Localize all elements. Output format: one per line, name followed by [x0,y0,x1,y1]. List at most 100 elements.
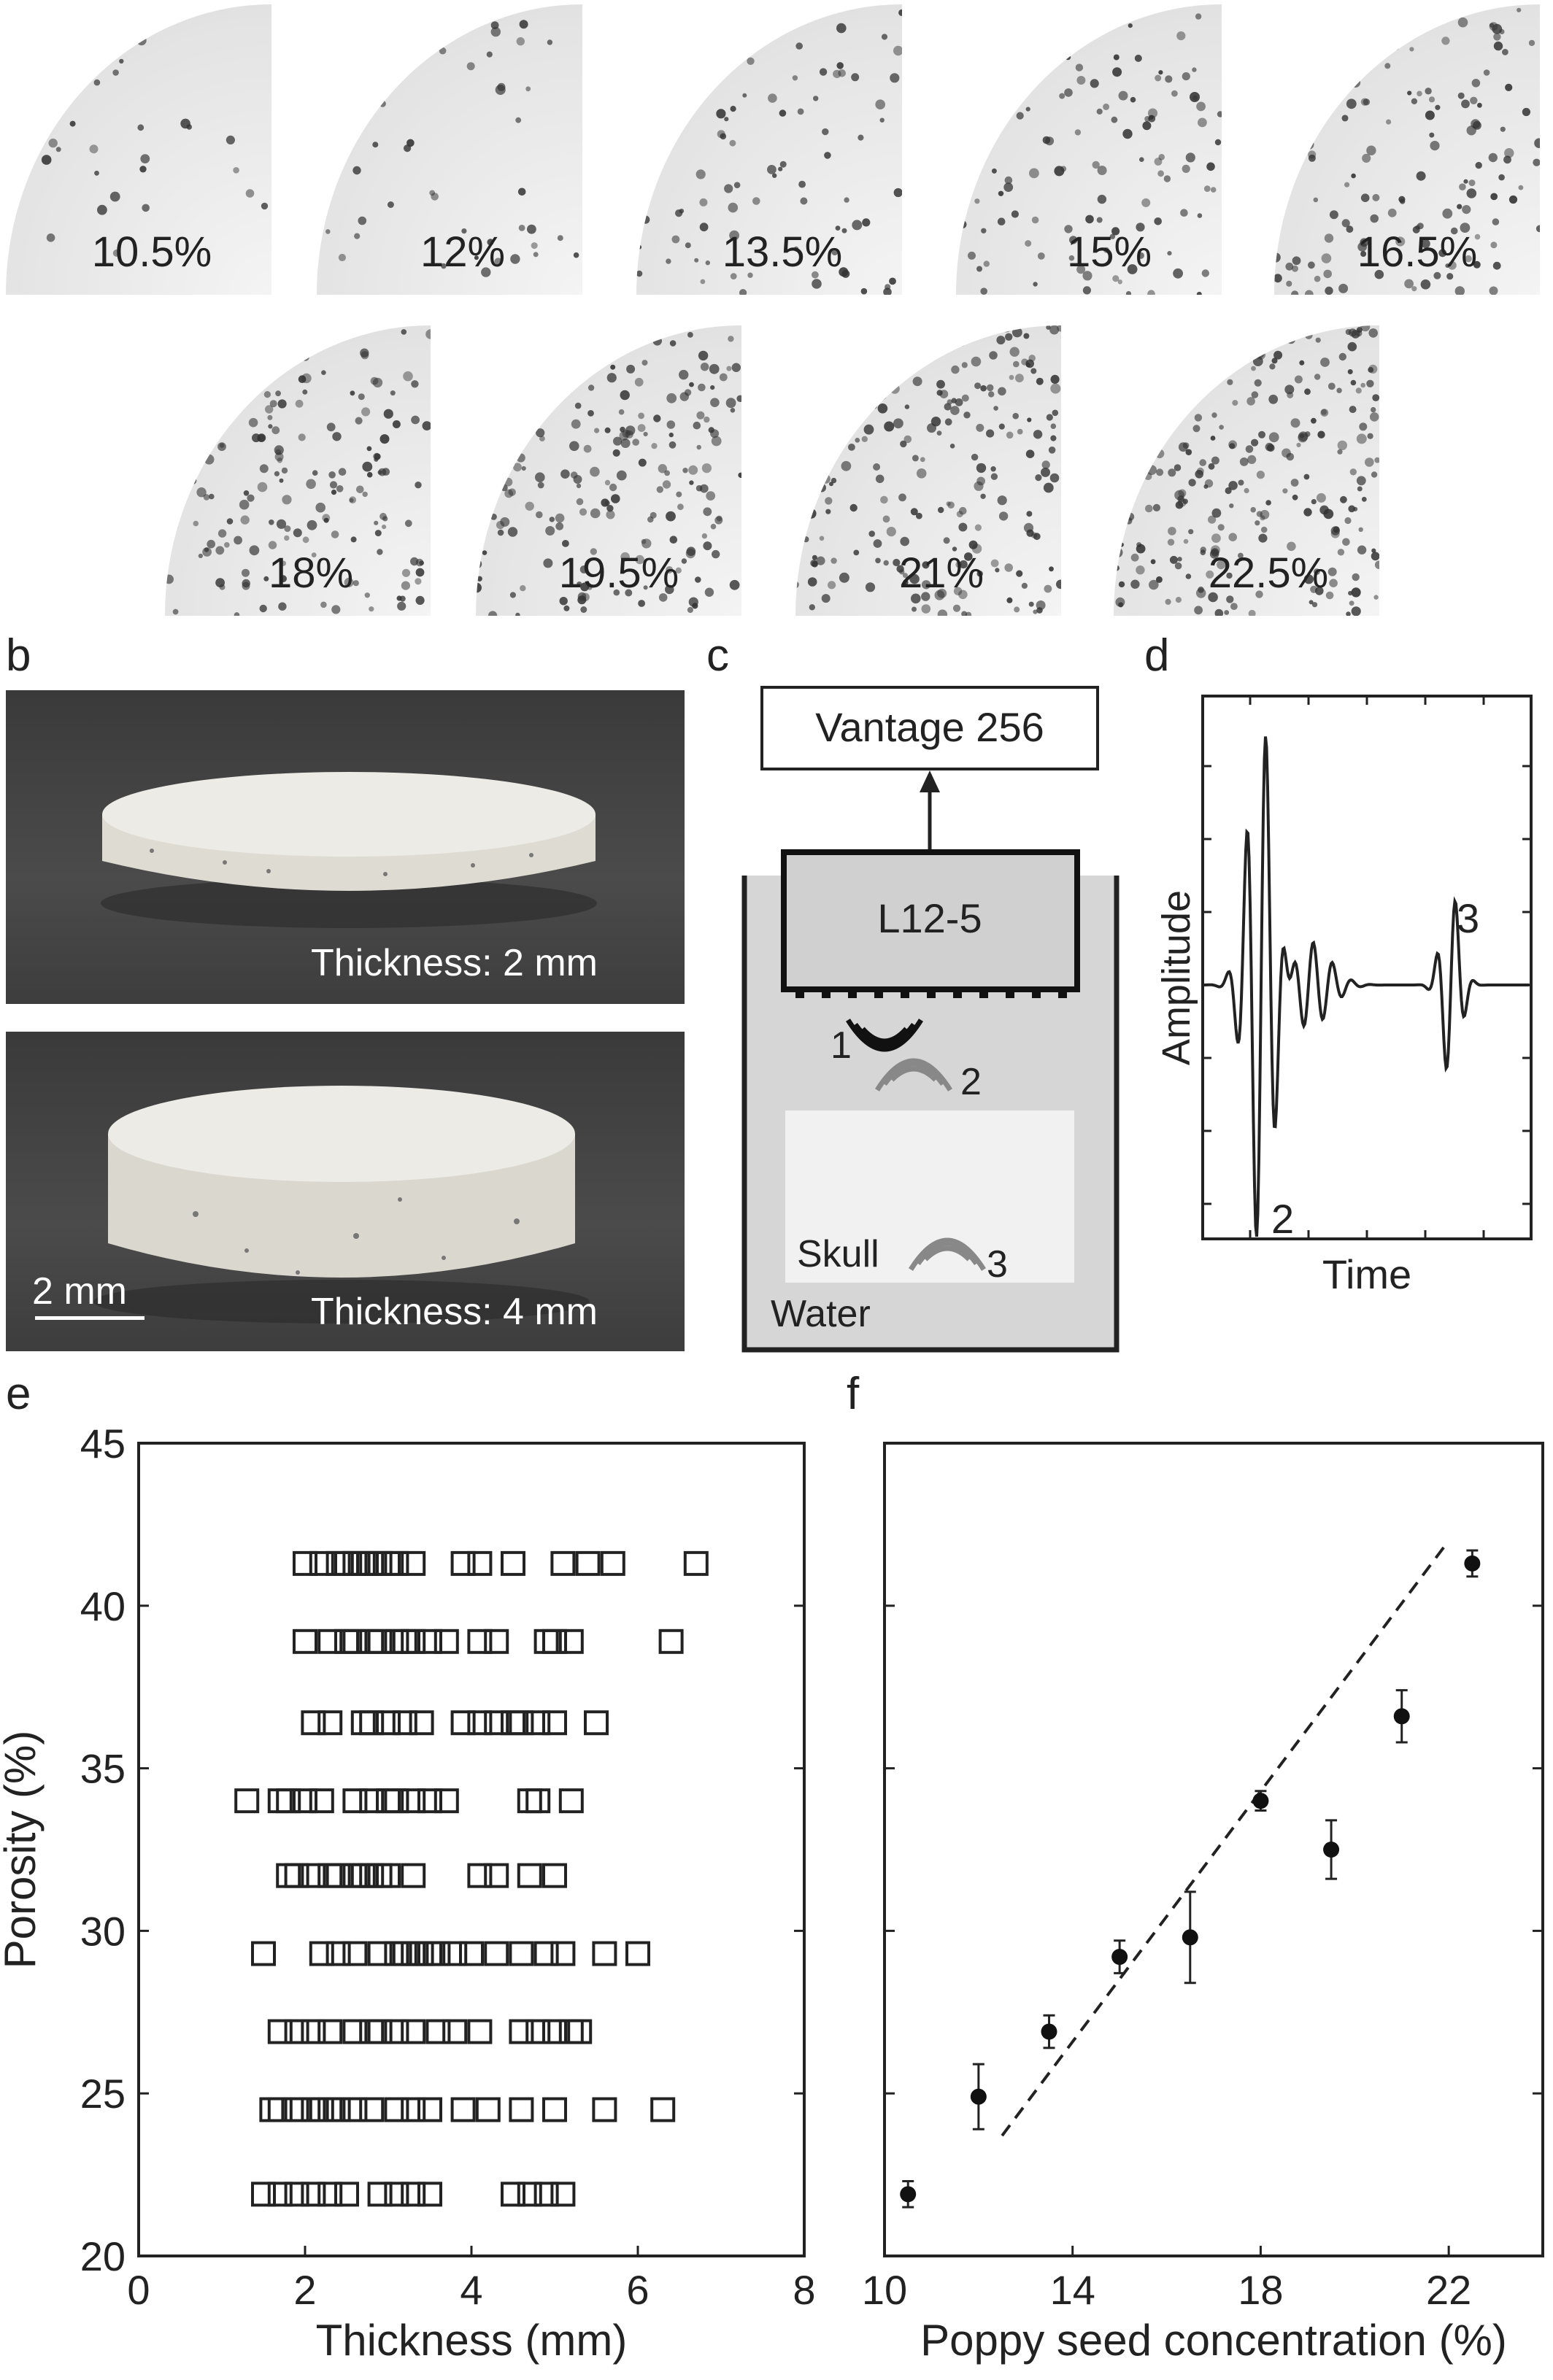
data-point [392,1710,417,1736]
data-point [342,1788,368,1814]
sample-disc [636,4,902,295]
x-tick-label: 6 [626,2267,649,2313]
data-point [558,1628,584,1654]
vantage-box [760,686,1099,770]
echo-wave-2 [875,1058,952,1092]
data-point [350,1863,376,1888]
data-point [550,1941,576,1966]
data-point [1182,1929,1198,1946]
concentration-label: 12% [420,228,506,276]
concentration-label: 21% [898,549,984,597]
peak-label-3: 3 [1457,895,1479,941]
data-point [542,1628,567,1654]
data-point [301,2182,326,2207]
data-point [970,2088,987,2105]
echo-wave-3 [909,1237,986,1271]
x-tick-label: 14 [1050,2267,1095,2313]
data-point [509,1710,534,1736]
data-point [376,1788,401,1814]
chart-f-xlabel: Poppy seed concentration (%) [920,2316,1507,2365]
data-point [342,1628,368,1654]
data-point [625,1941,650,1966]
data-point [309,2097,334,2122]
data-point [484,1863,509,1888]
data-point [359,1788,385,1814]
data-point [334,1628,359,1654]
panel-f-porosity-vs-concentration: 10 14 18 22 Poppy seed concentration (%) [862,1442,1544,2365]
data-point [259,2097,285,2122]
data-point [334,1550,359,1576]
data-point [409,1941,434,1966]
data-point [417,2097,442,2122]
sample-disc [956,4,1222,295]
data-point [900,2186,917,2203]
data-point [533,1628,559,1654]
data-point [409,1710,434,1736]
data-point [367,1863,393,1888]
data-point [417,1788,442,1814]
data-point [484,1628,509,1654]
sample-photo-16-5: 16.5% [1274,4,1540,295]
data-point [501,1710,525,1736]
data-point [301,1710,326,1736]
concentration-label: 16.5% [1357,228,1478,276]
seed-texture [6,4,269,257]
data-point [392,1628,417,1654]
data-point [525,2019,551,2044]
sample-disc [795,325,1061,616]
data-point [384,2019,409,2044]
data-point [401,2182,426,2207]
data-point [417,2182,442,2207]
data-point [433,1628,459,1654]
chart-e-xlabel: Thickness (mm) [316,2316,628,2365]
waveform-xlabel: Time [1322,1251,1411,1297]
panel-d-waveform: 2 3 Amplitude Time [1155,695,1533,1297]
panel-c-setup-diagram: Vantage 256 L12-5 1 2 Skull 3 Water [741,686,1120,1353]
y-tick-label: 45 [80,1421,126,1467]
data-point [509,2097,534,2122]
data-point [417,1628,442,1654]
data-point [342,1550,368,1576]
data-point [433,1788,459,1814]
data-point [317,1710,343,1736]
data-point [234,1788,260,1814]
y-tick-label: 20 [80,2233,126,2279]
photo-thickness-4mm: 2 mm Thickness: 4 mm [6,1032,685,1351]
data-point [392,1941,417,1966]
sample-photo-18: 18% [165,325,431,616]
data-point [359,1710,385,1736]
data-point [267,1788,293,1814]
data-point [467,2019,493,2044]
data-point [533,2182,559,2207]
data-point [284,1863,309,1888]
transmit-wave-1 [846,1019,923,1052]
data-point [301,2019,326,2044]
sample-photo-10-5: 10.5% [6,4,271,295]
data-point [284,2097,309,2122]
seed-texture [1274,4,1540,295]
waveform-ylabel: Amplitude [1155,890,1198,1065]
peak-label-2: 2 [1271,1196,1294,1242]
data-point [575,1550,601,1576]
data-point [376,1550,401,1576]
sample-photo-19-5: 19.5% [476,325,741,616]
data-point [251,1941,276,1966]
x-tick-label: 0 [127,2267,150,2313]
thickness-caption-4mm: Thickness: 4 mm [311,1291,598,1333]
data-point [384,1941,409,1966]
data-point [417,1941,442,1966]
data-point [267,2182,293,2207]
data-point [401,2097,426,2122]
sample-photo-13-5: 13.5% [636,4,902,295]
data-point [342,2019,368,2044]
data-point [317,2097,343,2122]
chart-e-ticks: 0 2 4 6 8 20 25 30 35 40 45 [80,1421,816,2313]
data-point [401,1941,426,1966]
data-point [558,1788,584,1814]
data-point [384,1550,409,1576]
x-tick-label: 4 [460,2267,482,2313]
data-point [550,2182,576,2207]
data-point [584,1710,609,1736]
sample-disc [1114,325,1379,616]
sample-photo-15: 15% [956,4,1222,295]
